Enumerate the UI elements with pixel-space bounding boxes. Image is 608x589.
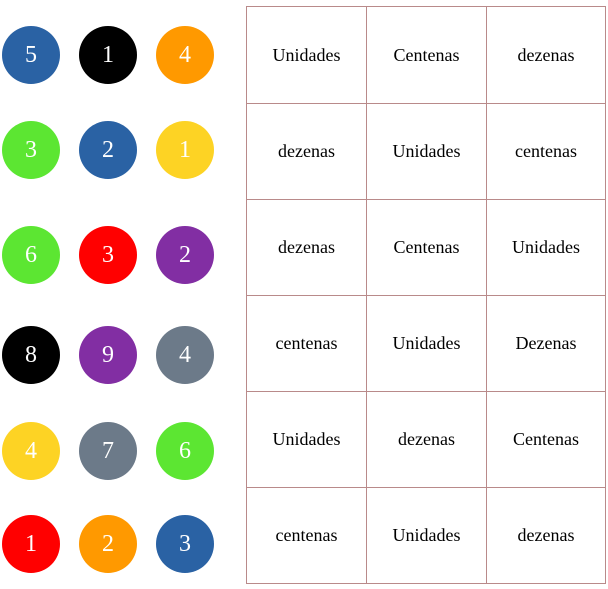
number-circle: 6 — [2, 226, 60, 284]
number-circle: 1 — [79, 26, 137, 84]
table-cell: Unidades — [247, 7, 367, 104]
table-cell: Unidades — [367, 296, 487, 392]
number-circle: 2 — [79, 515, 137, 573]
number-circle: 3 — [2, 121, 60, 179]
table-cell: dezenas — [367, 392, 487, 488]
place-value-table: Unidades Centenas dezenas dezenas Unidad… — [246, 6, 606, 584]
number-circle: 7 — [79, 422, 137, 480]
table-cell: Unidades — [367, 104, 487, 200]
number-circle: 1 — [156, 121, 214, 179]
table-cell: centenas — [247, 296, 367, 392]
table-cell: centenas — [247, 488, 367, 584]
number-circle: 6 — [156, 422, 214, 480]
number-circle: 4 — [156, 326, 214, 384]
number-circle: 2 — [79, 121, 137, 179]
table-cell: dezenas — [247, 200, 367, 296]
number-circle: 4 — [156, 26, 214, 84]
table-cell: Centenas — [367, 200, 487, 296]
number-circle: 3 — [156, 515, 214, 573]
table-cell: Centenas — [367, 7, 487, 104]
table-cell: dezenas — [487, 488, 606, 584]
table-cell: Dezenas — [487, 296, 606, 392]
number-circle: 4 — [2, 422, 60, 480]
table-cell: dezenas — [487, 7, 606, 104]
number-circle: 8 — [2, 326, 60, 384]
table-cell: centenas — [487, 104, 606, 200]
number-circle: 2 — [156, 226, 214, 284]
table-cell: Unidades — [247, 392, 367, 488]
table-cell: Unidades — [367, 488, 487, 584]
table-cell: Unidades — [487, 200, 606, 296]
number-circle: 5 — [2, 26, 60, 84]
number-circle: 3 — [79, 226, 137, 284]
number-circle: 9 — [79, 326, 137, 384]
table-cell: dezenas — [247, 104, 367, 200]
table-cell: Centenas — [487, 392, 606, 488]
number-circle: 1 — [2, 515, 60, 573]
